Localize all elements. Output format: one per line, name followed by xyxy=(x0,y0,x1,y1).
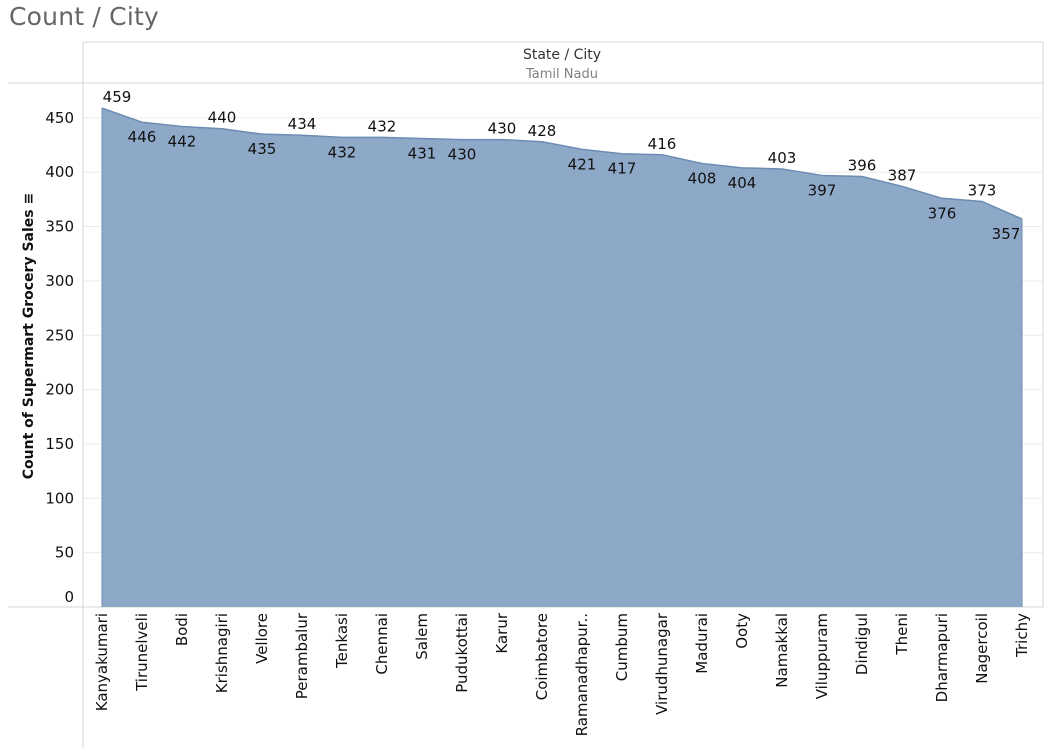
area-fill[interactable] xyxy=(102,108,1022,607)
data-label: 404 xyxy=(728,174,757,192)
x-tick-label: Tenkasi xyxy=(333,613,351,669)
y-tick-label: 300 xyxy=(45,272,74,290)
data-label: 416 xyxy=(648,135,677,153)
header-field-label: State / City xyxy=(523,47,601,63)
data-label: 432 xyxy=(328,143,357,161)
data-label: 431 xyxy=(408,145,437,163)
data-label: 430 xyxy=(488,120,517,138)
y-tick-label: 50 xyxy=(55,544,74,562)
x-tick-label: Dindigul xyxy=(853,613,871,675)
x-tick-label: Ramanadhapur.. xyxy=(573,613,591,736)
x-tick-label: Trichy xyxy=(1013,613,1031,658)
header-state-value[interactable]: Tamil Nadu xyxy=(525,67,598,82)
y-tick-label: 450 xyxy=(45,109,74,127)
y-tick-label: 200 xyxy=(45,381,74,399)
data-label: 434 xyxy=(288,115,317,133)
x-tick-label: Krishnagiri xyxy=(213,613,231,693)
sheet-title: Count / City xyxy=(9,2,159,31)
data-labels: 459 446 442 440 435 434 432 432 431 430 430 428 421 4… xyxy=(103,88,1021,243)
x-axis-ticks: Kanyakumari Tirunelveli Bodi Krishnagiri Vel… xyxy=(93,612,1031,736)
y-tick-label: 250 xyxy=(45,326,74,344)
x-tick-label: Tirunelveli xyxy=(133,613,151,692)
data-label: 440 xyxy=(208,109,237,127)
x-tick-label: Theni xyxy=(893,613,911,656)
area-outline xyxy=(101,107,1023,220)
x-tick-label: Bodi xyxy=(173,613,191,646)
data-label: 430 xyxy=(448,146,477,164)
data-label: 459 xyxy=(103,88,132,106)
y-tick-label: 150 xyxy=(45,435,74,453)
y-tick-label: 100 xyxy=(45,489,74,507)
x-tick-label: Virudhunagar xyxy=(653,612,671,715)
y-axis-title: Count of Supermart Grocery Sales ≡ xyxy=(21,193,37,479)
y-tick-label: 0 xyxy=(64,588,74,606)
data-label: 408 xyxy=(688,170,717,188)
data-label: 357 xyxy=(992,225,1021,243)
column-header: State / City Tamil Nadu xyxy=(523,47,601,82)
data-label: 376 xyxy=(928,204,957,222)
area-series[interactable] xyxy=(101,107,1023,607)
x-tick-label: Nagercoil xyxy=(973,613,991,684)
data-label: 417 xyxy=(608,160,637,178)
data-label: 396 xyxy=(848,157,877,175)
data-label: 403 xyxy=(768,149,797,167)
x-tick-label: Ooty xyxy=(733,613,751,649)
y-tick-label: 350 xyxy=(45,218,74,236)
x-tick-label: Perambalur xyxy=(293,612,311,699)
data-label: 421 xyxy=(568,155,597,173)
data-label: 432 xyxy=(368,117,397,135)
x-tick-label: Cumbum xyxy=(613,613,631,681)
x-tick-label: Chennai xyxy=(373,613,391,675)
data-label: 442 xyxy=(168,133,197,151)
y-tick-label: 400 xyxy=(45,163,74,181)
x-tick-label: Pudukottai xyxy=(453,613,471,693)
x-tick-label: Madurai xyxy=(693,613,711,674)
x-tick-label: Dharmapuri xyxy=(933,613,951,702)
data-label: 397 xyxy=(808,181,837,199)
x-tick-label: Vellore xyxy=(253,613,271,664)
x-tick-label: Salem xyxy=(413,613,431,660)
data-label: 387 xyxy=(888,166,917,184)
x-tick-label: Coimbatore xyxy=(533,613,551,700)
x-tick-label: Karur xyxy=(493,612,511,653)
data-label: 435 xyxy=(248,140,277,158)
x-tick-label: Viluppuram xyxy=(813,613,831,699)
x-tick-label: Kanyakumari xyxy=(93,613,111,711)
data-label: 428 xyxy=(528,122,557,140)
x-tick-label: Namakkal xyxy=(773,613,791,688)
y-axis-ticks: 0 50 100 150 200 250 300 350 400 450 xyxy=(45,109,74,606)
data-label: 373 xyxy=(968,182,997,200)
data-label: 446 xyxy=(128,128,157,146)
